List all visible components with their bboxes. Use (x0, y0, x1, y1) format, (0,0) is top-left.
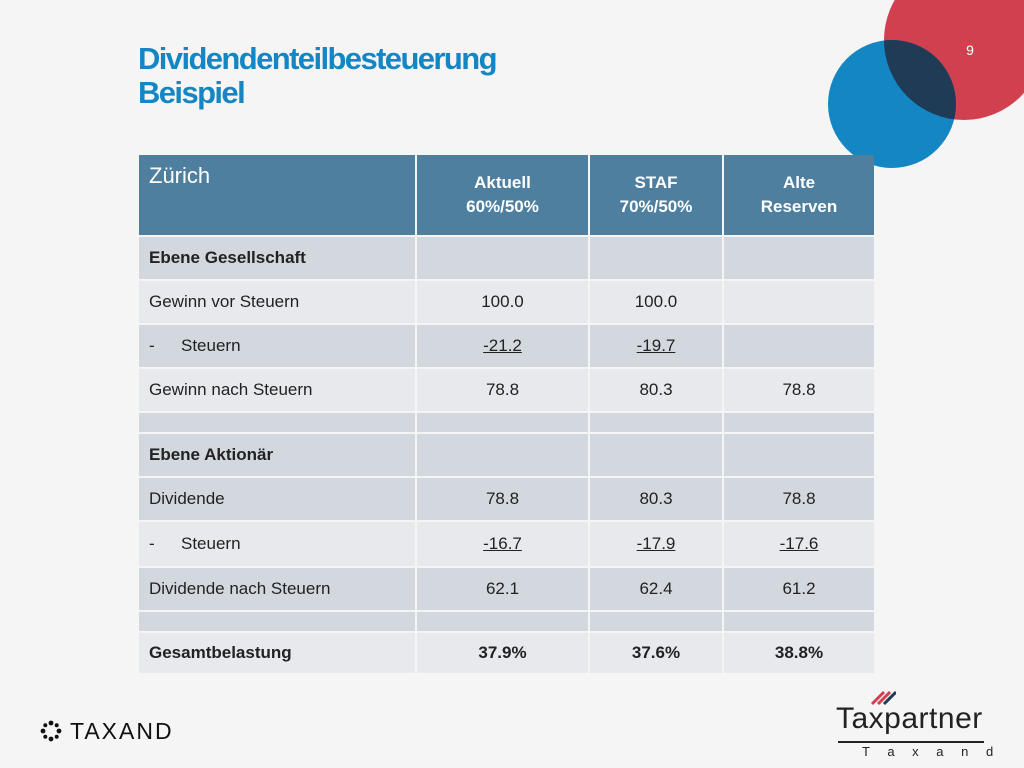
cell-alte-reserven (724, 434, 874, 476)
row-dash: - (149, 336, 155, 355)
cell-alte-reserven: 78.8 (724, 478, 874, 520)
table-row-gesamtbelastung: Gesamtbelastung 37.9% 37.6% 38.8% (139, 633, 874, 673)
row-label: Gewinn nach Steuern (139, 369, 415, 411)
cell-staf: 80.3 (590, 369, 722, 411)
cell-alte-reserven: 38.8% (724, 633, 874, 673)
row-label: Dividende (139, 478, 415, 520)
spacer-cell (139, 612, 415, 631)
row-label: Dividende nach Steuern (139, 568, 415, 610)
cell-aktuell (417, 434, 588, 476)
cell-aktuell (417, 237, 588, 279)
cell-staf: -17.9 (590, 522, 722, 566)
table-header-title: Zürich (139, 155, 415, 235)
taxand-logo: TAXAND (40, 716, 174, 746)
taxand-flower-icon (40, 720, 62, 742)
row-label: Gesamtbelastung (139, 633, 415, 673)
taxpartner-logo-text: Taxpartner (836, 702, 983, 735)
table-row-gewinn-vor-steuern: Gewinn vor Steuern 100.0 100.0 (139, 281, 874, 323)
table-row-ebene-aktionaer: Ebene Aktionär (139, 434, 874, 476)
cell-alte-reserven (724, 281, 874, 323)
column-header-line: Aktuell (474, 173, 531, 192)
taxpartner-divider (838, 741, 984, 743)
table-row-dividende: Dividende 78.8 80.3 78.8 (139, 478, 874, 520)
taxpartner-stripes-icon (870, 690, 896, 706)
row-label-cell: - Steuern (139, 522, 415, 566)
table-header-row: Zürich Aktuell 60%/50% STAF 70%/50% Alte… (139, 155, 874, 235)
title-line-2: Beispiel (138, 75, 246, 110)
table-row-spacer (139, 413, 874, 432)
row-label: Ebene Aktionär (139, 434, 415, 476)
spacer-cell (139, 413, 415, 432)
cell-staf: 80.3 (590, 478, 722, 520)
column-header-alte-reserven: Alte Reserven (724, 155, 874, 235)
cell-staf (590, 434, 722, 476)
column-header-line: Alte (782, 173, 816, 192)
table-row-gewinn-nach-steuern: Gewinn nach Steuern 78.8 80.3 78.8 (139, 369, 874, 411)
cell-staf: 62.4 (590, 568, 722, 610)
spacer-cell (590, 612, 722, 631)
cell-aktuell: 78.8 (417, 369, 588, 411)
page-title: Dividendenteilbesteuerung Beispiel (138, 41, 498, 110)
cell-aktuell: -16.7 (417, 522, 588, 566)
spacer-cell (590, 413, 722, 432)
row-dash: - (149, 534, 155, 553)
row-label-cell: - Steuern (139, 325, 415, 367)
slide-number: 9 (966, 42, 974, 58)
row-label: Ebene Gesellschaft (139, 237, 415, 279)
table-row-steuern-aktionaer: - Steuern -16.7 -17.9 -17.6 (139, 522, 874, 566)
table-row-ebene-gesellschaft: Ebene Gesellschaft (139, 237, 874, 279)
column-header-line: STAF (634, 173, 678, 192)
cell-aktuell: 100.0 (417, 281, 588, 323)
column-header-aktuell: Aktuell 60%/50% (417, 155, 588, 235)
title-line-1: Dividendenteilbesteuerung (138, 41, 498, 76)
column-header-staf: STAF 70%/50% (590, 155, 722, 235)
cell-aktuell: -21.2 (417, 325, 588, 367)
cell-alte-reserven (724, 325, 874, 367)
spacer-cell (417, 612, 588, 631)
cell-alte-reserven: 61.2 (724, 568, 874, 610)
cell-aktuell: 37.9% (417, 633, 588, 673)
cell-staf: 37.6% (590, 633, 722, 673)
spacer-cell (417, 413, 588, 432)
tax-comparison-table: Zürich Aktuell 60%/50% STAF 70%/50% Alte… (137, 153, 876, 675)
column-header-line: 60%/50% (466, 197, 539, 216)
row-label: Steuern (181, 336, 241, 355)
row-label: Gewinn vor Steuern (139, 281, 415, 323)
spacer-cell (724, 413, 874, 432)
cell-staf: -19.7 (590, 325, 722, 367)
row-label: Steuern (181, 534, 241, 553)
cell-staf (590, 237, 722, 279)
cell-alte-reserven: 78.8 (724, 369, 874, 411)
table-row-spacer (139, 612, 874, 631)
cell-staf: 100.0 (590, 281, 722, 323)
cell-alte-reserven: -17.6 (724, 522, 874, 566)
taxand-logo-text: TAXAND (70, 717, 174, 744)
cell-aktuell: 62.1 (417, 568, 588, 610)
cell-aktuell: 78.8 (417, 478, 588, 520)
spacer-cell (724, 612, 874, 631)
table-row-steuern-gesellschaft: - Steuern -21.2 -19.7 (139, 325, 874, 367)
table-row-dividende-nach-steuern: Dividende nach Steuern 62.1 62.4 61.2 (139, 568, 874, 610)
column-header-line: 70%/50% (619, 197, 693, 216)
taxpartner-logo-subtext: T a x a n d (862, 744, 1001, 759)
cell-alte-reserven (724, 237, 874, 279)
column-header-line: Reserven (760, 197, 838, 216)
